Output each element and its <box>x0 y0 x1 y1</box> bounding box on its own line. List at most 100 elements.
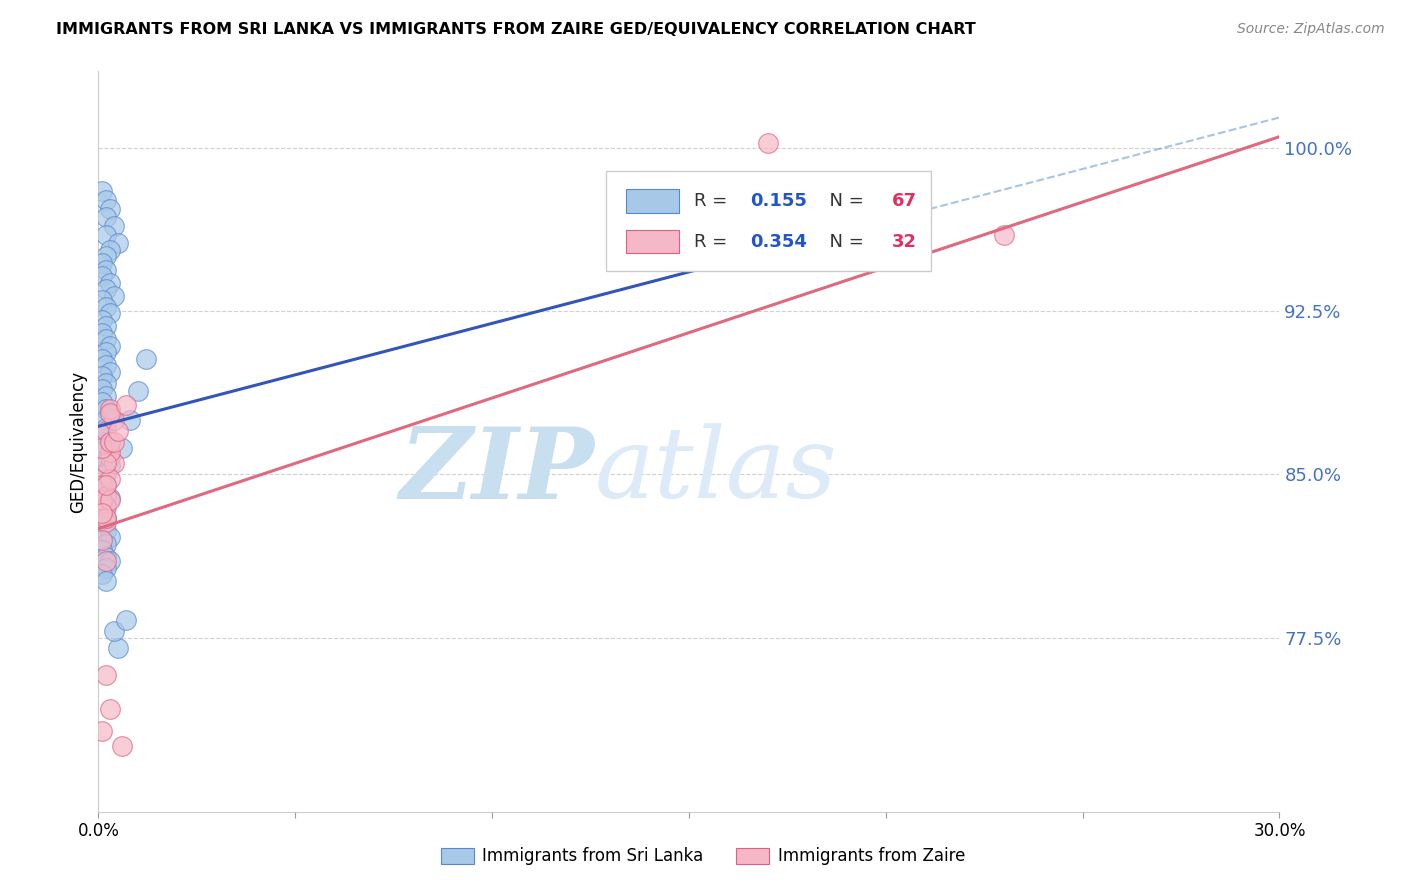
Text: 0.155: 0.155 <box>751 192 807 210</box>
Text: atlas: atlas <box>595 424 837 519</box>
Point <box>98 365 121 379</box>
Point <box>91 369 114 384</box>
Point <box>98 276 121 290</box>
Text: Source: ZipAtlas.com: Source: ZipAtlas.com <box>1237 22 1385 37</box>
Point <box>96 227 118 242</box>
Point <box>96 574 118 588</box>
Bar <box>737 848 769 864</box>
Point <box>98 406 121 420</box>
Text: 32: 32 <box>891 233 917 251</box>
Point <box>96 401 118 416</box>
Point <box>96 452 118 467</box>
Point <box>96 554 118 568</box>
Text: 0.354: 0.354 <box>751 233 807 251</box>
Point <box>107 641 129 656</box>
Point <box>115 397 138 411</box>
Point <box>96 319 118 334</box>
Point <box>91 484 114 499</box>
Point <box>115 613 138 627</box>
Text: IMMIGRANTS FROM SRI LANKA VS IMMIGRANTS FROM ZAIRE GED/EQUIVALENCY CORRELATION C: IMMIGRANTS FROM SRI LANKA VS IMMIGRANTS … <box>56 22 976 37</box>
Point <box>103 434 125 449</box>
Point <box>111 739 134 754</box>
Point <box>91 351 114 366</box>
Point <box>91 415 114 429</box>
Point <box>96 478 118 492</box>
Point <box>91 293 114 307</box>
Text: R =: R = <box>693 233 733 251</box>
Point <box>756 136 779 151</box>
Point <box>91 382 114 396</box>
Point <box>91 326 114 340</box>
Point <box>91 471 114 485</box>
Point <box>98 339 121 353</box>
Text: Immigrants from Sri Lanka: Immigrants from Sri Lanka <box>482 847 703 865</box>
Point <box>96 345 118 359</box>
Point <box>103 624 125 638</box>
Bar <box>626 189 679 213</box>
Point <box>96 524 118 538</box>
Point <box>96 359 118 373</box>
Point <box>91 268 114 283</box>
Point <box>91 184 114 198</box>
Point <box>96 489 118 503</box>
Point <box>98 202 121 216</box>
Point <box>96 282 118 296</box>
Point <box>96 441 118 455</box>
Point <box>103 288 125 302</box>
Y-axis label: GED/Equivalency: GED/Equivalency <box>69 370 87 513</box>
Point <box>98 434 121 449</box>
Point <box>91 428 114 442</box>
Point <box>111 441 134 455</box>
Point <box>91 504 114 518</box>
Point <box>98 401 121 416</box>
Point <box>91 312 114 326</box>
Point <box>98 445 121 459</box>
Text: Immigrants from Zaire: Immigrants from Zaire <box>778 847 965 865</box>
Point <box>118 413 141 427</box>
Text: N =: N = <box>818 233 869 251</box>
Point <box>98 243 121 257</box>
Point <box>103 219 125 233</box>
FancyBboxPatch shape <box>606 171 931 271</box>
Point <box>91 445 114 459</box>
Bar <box>626 230 679 253</box>
Point <box>96 250 118 264</box>
Point <box>96 515 118 529</box>
Point <box>91 395 114 409</box>
Point <box>993 227 1015 242</box>
Point <box>96 561 118 575</box>
Text: R =: R = <box>693 192 733 210</box>
Text: ZIP: ZIP <box>399 423 595 519</box>
Point <box>96 510 118 524</box>
Point <box>98 471 121 485</box>
Point <box>96 424 118 438</box>
Point <box>91 543 114 558</box>
Point <box>98 493 121 508</box>
Point <box>96 500 118 514</box>
Point <box>96 465 118 479</box>
Point <box>96 300 118 314</box>
Point <box>96 498 118 512</box>
Point <box>91 724 114 739</box>
Point <box>91 517 114 532</box>
Point <box>96 389 118 403</box>
Point <box>96 537 118 551</box>
Point <box>91 567 114 582</box>
Point <box>103 413 125 427</box>
Point <box>91 256 114 270</box>
Point <box>96 478 118 492</box>
Point <box>127 384 149 399</box>
Point <box>107 236 129 251</box>
Point <box>96 421 118 435</box>
Point <box>96 262 118 277</box>
Point <box>96 667 118 681</box>
Text: N =: N = <box>818 192 869 210</box>
Point <box>103 456 125 470</box>
Point <box>96 211 118 225</box>
Point <box>98 702 121 716</box>
Point <box>96 376 118 390</box>
Point <box>91 478 114 492</box>
Point <box>96 467 118 482</box>
Point <box>91 507 114 521</box>
Point <box>98 491 121 505</box>
